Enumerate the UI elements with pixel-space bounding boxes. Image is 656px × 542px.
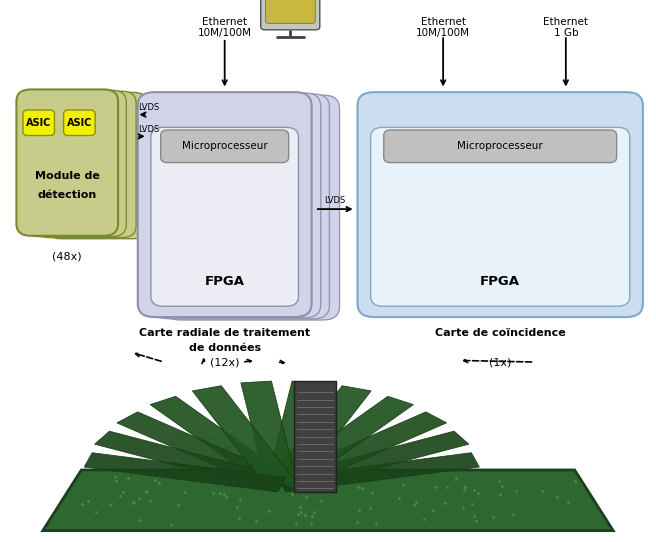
Polygon shape: [269, 396, 413, 489]
FancyBboxPatch shape: [151, 127, 298, 306]
Polygon shape: [294, 381, 336, 492]
Text: Carte radiale de traitement: Carte radiale de traitement: [139, 328, 310, 338]
Text: Microprocesseur: Microprocesseur: [182, 141, 268, 151]
Text: Microprocesseur: Microprocesseur: [457, 141, 543, 151]
FancyBboxPatch shape: [16, 89, 118, 236]
Text: Module de: Module de: [35, 171, 100, 181]
Text: détection: détection: [37, 190, 97, 200]
Text: LVDS: LVDS: [138, 125, 160, 134]
Text: (48x): (48x): [52, 251, 82, 261]
Polygon shape: [272, 412, 447, 491]
Polygon shape: [274, 431, 469, 491]
Polygon shape: [117, 412, 292, 491]
Polygon shape: [150, 396, 295, 489]
Text: Carte de coïncidence: Carte de coïncidence: [435, 328, 565, 338]
Text: Ethernet: Ethernet: [202, 17, 247, 27]
Polygon shape: [277, 453, 480, 492]
FancyBboxPatch shape: [23, 110, 54, 136]
Text: Ethernet: Ethernet: [420, 17, 466, 27]
FancyBboxPatch shape: [371, 127, 630, 306]
FancyBboxPatch shape: [384, 130, 617, 163]
FancyBboxPatch shape: [145, 93, 321, 318]
FancyBboxPatch shape: [46, 92, 148, 238]
Text: ASIC: ASIC: [26, 118, 51, 128]
FancyBboxPatch shape: [138, 92, 312, 317]
Polygon shape: [84, 453, 286, 492]
Text: 10M/100M: 10M/100M: [197, 28, 252, 37]
Polygon shape: [241, 381, 297, 486]
FancyBboxPatch shape: [164, 95, 340, 320]
Text: LVDS: LVDS: [138, 103, 160, 112]
FancyBboxPatch shape: [261, 0, 320, 30]
FancyBboxPatch shape: [34, 91, 136, 237]
Text: ASIC: ASIC: [67, 118, 92, 128]
Polygon shape: [43, 470, 613, 531]
Text: FPGA: FPGA: [205, 275, 245, 288]
FancyBboxPatch shape: [266, 0, 316, 23]
Polygon shape: [94, 431, 289, 491]
Text: 1 Gb: 1 Gb: [554, 28, 578, 37]
Polygon shape: [266, 381, 323, 486]
Polygon shape: [192, 386, 297, 487]
Text: (1x): (1x): [489, 357, 512, 367]
Text: FPGA: FPGA: [480, 275, 520, 288]
Text: LVDS: LVDS: [324, 196, 345, 205]
Text: 10M/100M: 10M/100M: [416, 28, 470, 37]
FancyBboxPatch shape: [25, 90, 126, 237]
Polygon shape: [267, 386, 371, 487]
FancyBboxPatch shape: [161, 130, 289, 163]
FancyBboxPatch shape: [358, 92, 643, 317]
Text: Ethernet: Ethernet: [543, 17, 588, 27]
FancyBboxPatch shape: [64, 110, 95, 136]
FancyBboxPatch shape: [154, 94, 329, 319]
Text: de données: de données: [189, 343, 260, 353]
Text: (12x): (12x): [210, 357, 239, 367]
